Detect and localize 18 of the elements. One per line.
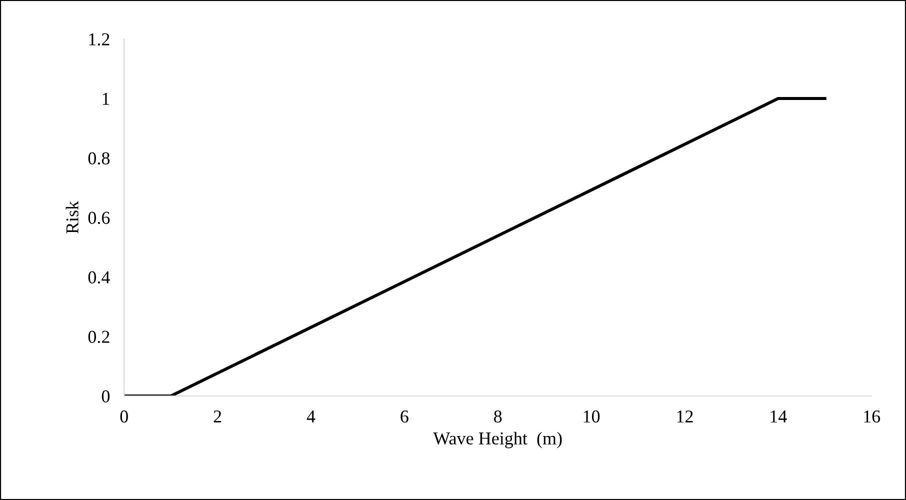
x-tick-label: 0 [120, 410, 128, 423]
y-tick-label: 0.2 [88, 330, 110, 344]
y-tick-label: 0.4 [88, 271, 110, 284]
y-tick-label: 1 [102, 92, 110, 105]
y-tick-label: 0.8 [88, 152, 110, 165]
x-tick-label: 16 [864, 410, 880, 423]
y-tick-label: 0 [102, 390, 110, 402]
y-tick-label: 0.6 [88, 212, 110, 224]
x-tick-label: 14 [770, 410, 787, 422]
y-tick-label: 1.2 [89, 33, 110, 46]
x-tick-label: 2 [214, 410, 222, 422]
x-tick-label: 6 [400, 410, 408, 423]
x-axis-title: Wave Height (m) [433, 432, 562, 448]
x-tick-label: 4 [306, 410, 316, 422]
y-axis-title: Risk [66, 200, 78, 234]
x-tick-label: 12 [677, 410, 693, 422]
x-tick-label: 10 [584, 410, 600, 423]
x-tick-label: 8 [494, 410, 502, 423]
